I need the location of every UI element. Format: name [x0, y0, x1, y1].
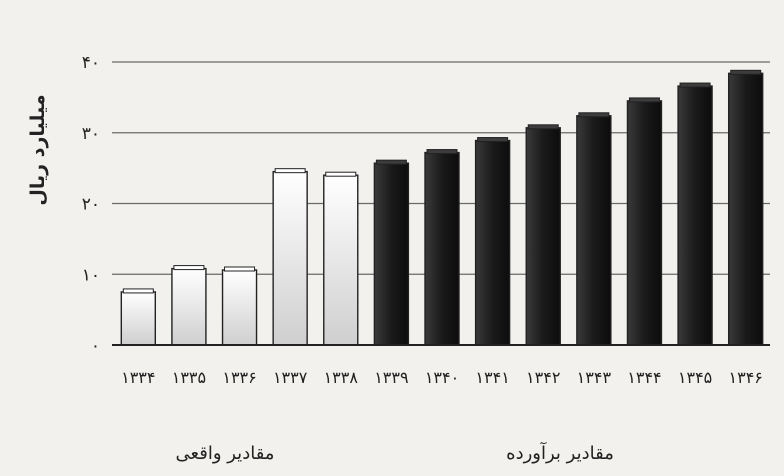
bar-estimated — [677, 85, 713, 346]
bar-estimated — [626, 100, 663, 346]
bar-actual — [272, 170, 308, 346]
x-tick-label: ۱۳۳۹ — [374, 368, 408, 387]
bar-estimated — [525, 127, 561, 346]
x-tick-label: ۱۳۳۸ — [324, 368, 359, 387]
x-tick-label: ۱۳۳۴ — [121, 368, 155, 387]
y-axis-ticks: ۰ ۱۰ ۲۰ ۳۰ ۴۰ — [82, 53, 100, 356]
bar-top-cap — [730, 69, 762, 75]
x-tick-label: ۱۳۴۶ — [729, 368, 763, 387]
bar-top-cap — [325, 171, 357, 177]
y-tick-label: ۳۰ — [82, 124, 100, 144]
x-tick-label: ۱۳۴۳ — [577, 368, 612, 387]
x-tick-label: ۱۳۴۰ — [425, 368, 459, 387]
bar-estimated — [727, 72, 764, 346]
x-tick-label: ۱۳۳۶ — [222, 368, 256, 387]
bar-top-cap — [224, 266, 256, 272]
x-tick-label: ۱۳۳۵ — [172, 368, 206, 387]
bar-actual — [120, 291, 157, 346]
bar-estimated — [576, 115, 612, 346]
bar-top-cap — [527, 124, 559, 130]
bar-top-cap — [274, 168, 306, 174]
bar-estimated — [474, 139, 511, 346]
bar-top-cap — [679, 82, 711, 88]
bar-estimated — [373, 162, 410, 346]
y-axis-label: میلیارد ریال — [27, 94, 49, 205]
bar-actual — [323, 174, 359, 346]
y-tick-label: ۰ — [91, 336, 100, 356]
y-tick-label: ۲۰ — [82, 195, 100, 215]
bar-top-cap — [426, 149, 458, 155]
bar-top-cap — [578, 112, 610, 118]
bar-actual — [221, 269, 258, 346]
x-tick-label: ۱۳۴۴ — [627, 368, 661, 387]
bar-top-cap — [477, 137, 509, 143]
group-label-actual: مقادیر واقعی — [176, 443, 275, 464]
x-tick-label: ۱۳۳۷ — [273, 368, 308, 387]
x-tick-label: ۱۳۴۱ — [475, 368, 509, 387]
x-tick-label: ۱۳۴۲ — [526, 368, 560, 387]
bar-estimated — [424, 151, 460, 346]
bars — [120, 69, 764, 346]
x-axis-ticks: ۱۳۳۴ ۱۳۳۵ ۱۳۳۶ ۱۳۳۷ ۱۳۳۸ ۱۳۳۹ ۱۳۴۰ ۱۳۴۱ ۱۳۴۲ ۱۳۴۳… — [121, 368, 763, 387]
x-tick-label: ۱۳۴۵ — [678, 368, 712, 387]
bar-top-cap — [173, 265, 205, 271]
bar-top-cap — [375, 159, 407, 165]
y-tick-label: ۴۰ — [82, 53, 100, 73]
bar-actual — [171, 267, 207, 346]
y-tick-label: ۱۰ — [82, 265, 100, 285]
bar-top-cap — [628, 97, 660, 103]
group-label-estimated: مقادیر برآورده — [506, 441, 614, 464]
bar-top-cap — [122, 288, 154, 294]
